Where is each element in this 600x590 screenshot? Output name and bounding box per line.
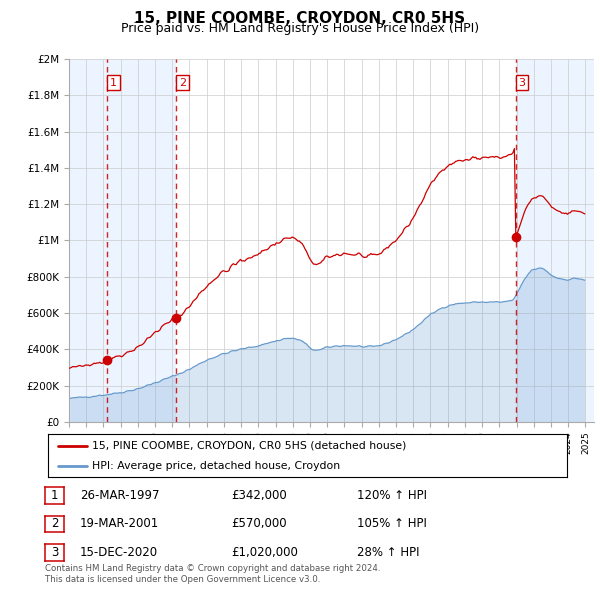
Text: 15-DEC-2020: 15-DEC-2020 — [80, 546, 158, 559]
Text: 15, PINE COOMBE, CROYDON, CR0 5HS (detached house): 15, PINE COOMBE, CROYDON, CR0 5HS (detac… — [92, 441, 406, 451]
Text: Contains HM Land Registry data © Crown copyright and database right 2024.
This d: Contains HM Land Registry data © Crown c… — [45, 564, 380, 584]
Text: 15, PINE COOMBE, CROYDON, CR0 5HS: 15, PINE COOMBE, CROYDON, CR0 5HS — [134, 11, 466, 25]
Text: 1: 1 — [110, 78, 117, 87]
Bar — [69, 59, 107, 422]
Text: 28% ↑ HPI: 28% ↑ HPI — [357, 546, 419, 559]
Text: 2: 2 — [179, 78, 186, 87]
Bar — [107, 59, 176, 422]
Text: Price paid vs. HM Land Registry's House Price Index (HPI): Price paid vs. HM Land Registry's House … — [121, 22, 479, 35]
Text: 105% ↑ HPI: 105% ↑ HPI — [357, 517, 427, 530]
Text: £570,000: £570,000 — [231, 517, 287, 530]
Text: 26-MAR-1997: 26-MAR-1997 — [80, 489, 160, 502]
Text: £1,020,000: £1,020,000 — [231, 546, 298, 559]
Text: £342,000: £342,000 — [231, 489, 287, 502]
Text: 2: 2 — [51, 517, 58, 530]
Text: 19-MAR-2001: 19-MAR-2001 — [80, 517, 159, 530]
Text: HPI: Average price, detached house, Croydon: HPI: Average price, detached house, Croy… — [92, 461, 340, 471]
Text: 120% ↑ HPI: 120% ↑ HPI — [357, 489, 427, 502]
Text: 3: 3 — [518, 78, 526, 87]
Text: 1: 1 — [51, 489, 58, 502]
Text: 3: 3 — [51, 546, 58, 559]
Bar — [516, 59, 594, 422]
